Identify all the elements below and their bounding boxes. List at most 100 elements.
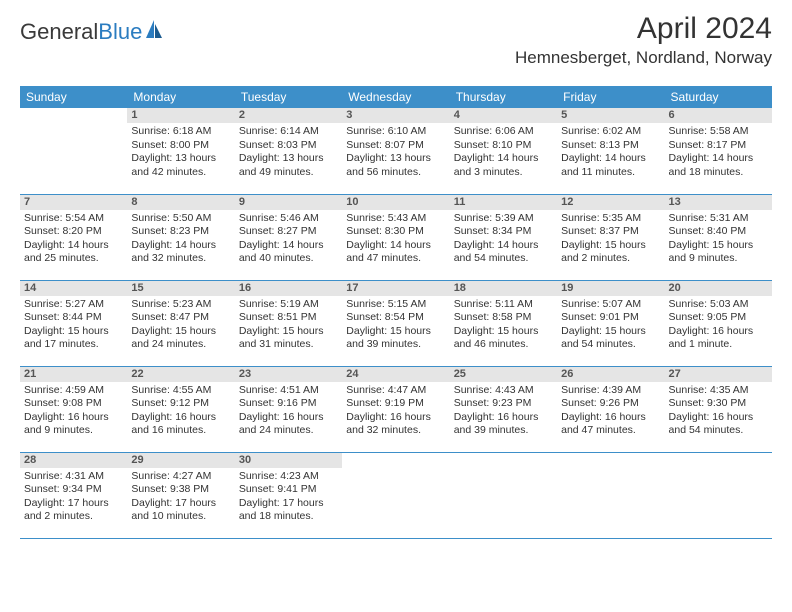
sunset-line: Sunset: 8:17 PM <box>669 139 768 153</box>
calendar-row: 21Sunrise: 4:59 AMSunset: 9:08 PMDayligh… <box>20 366 772 452</box>
sunset-line: Sunset: 9:19 PM <box>346 397 445 411</box>
sunset-line: Sunset: 9:26 PM <box>561 397 660 411</box>
location: Hemnesberget, Nordland, Norway <box>515 48 772 68</box>
day-detail: Sunrise: 4:35 AMSunset: 9:30 PMDaylight:… <box>665 382 772 443</box>
sunset-line: Sunset: 9:12 PM <box>131 397 230 411</box>
daylight-line: Daylight: 15 hours and 39 minutes. <box>346 325 445 352</box>
daylight-line: Daylight: 17 hours and 2 minutes. <box>24 497 123 524</box>
daylight-line: Daylight: 14 hours and 3 minutes. <box>454 152 553 179</box>
daylight-line: Daylight: 13 hours and 42 minutes. <box>131 152 230 179</box>
sunset-line: Sunset: 8:40 PM <box>669 225 768 239</box>
daylight-line: Daylight: 14 hours and 18 minutes. <box>669 152 768 179</box>
calendar-row: 7Sunrise: 5:54 AMSunset: 8:20 PMDaylight… <box>20 194 772 280</box>
calendar-row: 28Sunrise: 4:31 AMSunset: 9:34 PMDayligh… <box>20 452 772 538</box>
day-detail: Sunrise: 4:47 AMSunset: 9:19 PMDaylight:… <box>342 382 449 443</box>
daylight-line: Daylight: 15 hours and 2 minutes. <box>561 239 660 266</box>
day-number: 20 <box>665 281 772 296</box>
day-detail: Sunrise: 4:59 AMSunset: 9:08 PMDaylight:… <box>20 382 127 443</box>
sunset-line: Sunset: 9:05 PM <box>669 311 768 325</box>
day-detail: Sunrise: 4:23 AMSunset: 9:41 PMDaylight:… <box>235 468 342 529</box>
calendar-cell: 29Sunrise: 4:27 AMSunset: 9:38 PMDayligh… <box>127 452 234 538</box>
calendar-cell <box>665 452 772 538</box>
day-detail: Sunrise: 5:11 AMSunset: 8:58 PMDaylight:… <box>450 296 557 357</box>
sunset-line: Sunset: 8:54 PM <box>346 311 445 325</box>
weekday-header: Monday <box>127 86 234 108</box>
calendar-cell: 2Sunrise: 6:14 AMSunset: 8:03 PMDaylight… <box>235 108 342 194</box>
calendar-cell: 21Sunrise: 4:59 AMSunset: 9:08 PMDayligh… <box>20 366 127 452</box>
calendar-row: 14Sunrise: 5:27 AMSunset: 8:44 PMDayligh… <box>20 280 772 366</box>
daylight-line: Daylight: 16 hours and 54 minutes. <box>669 411 768 438</box>
day-number: 10 <box>342 195 449 210</box>
day-number: 6 <box>665 108 772 123</box>
day-number: 23 <box>235 367 342 382</box>
sunrise-line: Sunrise: 4:39 AM <box>561 384 660 398</box>
calendar-cell: 25Sunrise: 4:43 AMSunset: 9:23 PMDayligh… <box>450 366 557 452</box>
day-number: 26 <box>557 367 664 382</box>
sunset-line: Sunset: 8:13 PM <box>561 139 660 153</box>
day-number: 9 <box>235 195 342 210</box>
calendar-cell: 7Sunrise: 5:54 AMSunset: 8:20 PMDaylight… <box>20 194 127 280</box>
calendar-cell <box>450 452 557 538</box>
weekday-header: Sunday <box>20 86 127 108</box>
day-detail: Sunrise: 6:10 AMSunset: 8:07 PMDaylight:… <box>342 123 449 184</box>
logo: GeneralBlue <box>20 12 164 45</box>
day-detail: Sunrise: 6:18 AMSunset: 8:00 PMDaylight:… <box>127 123 234 184</box>
sunrise-line: Sunrise: 4:27 AM <box>131 470 230 484</box>
day-number: 25 <box>450 367 557 382</box>
sunrise-line: Sunrise: 6:18 AM <box>131 125 230 139</box>
day-detail: Sunrise: 5:07 AMSunset: 9:01 PMDaylight:… <box>557 296 664 357</box>
calendar-cell: 27Sunrise: 4:35 AMSunset: 9:30 PMDayligh… <box>665 366 772 452</box>
sunrise-line: Sunrise: 6:06 AM <box>454 125 553 139</box>
sunset-line: Sunset: 8:51 PM <box>239 311 338 325</box>
day-detail: Sunrise: 5:54 AMSunset: 8:20 PMDaylight:… <box>20 210 127 271</box>
day-number: 5 <box>557 108 664 123</box>
calendar-cell: 13Sunrise: 5:31 AMSunset: 8:40 PMDayligh… <box>665 194 772 280</box>
sunrise-line: Sunrise: 5:43 AM <box>346 212 445 226</box>
day-detail: Sunrise: 6:06 AMSunset: 8:10 PMDaylight:… <box>450 123 557 184</box>
sunset-line: Sunset: 9:41 PM <box>239 483 338 497</box>
sunset-line: Sunset: 8:23 PM <box>131 225 230 239</box>
calendar-cell: 4Sunrise: 6:06 AMSunset: 8:10 PMDaylight… <box>450 108 557 194</box>
day-detail: Sunrise: 4:43 AMSunset: 9:23 PMDaylight:… <box>450 382 557 443</box>
weekday-header: Thursday <box>450 86 557 108</box>
day-detail: Sunrise: 4:39 AMSunset: 9:26 PMDaylight:… <box>557 382 664 443</box>
sunset-line: Sunset: 9:16 PM <box>239 397 338 411</box>
day-detail: Sunrise: 5:19 AMSunset: 8:51 PMDaylight:… <box>235 296 342 357</box>
sunset-line: Sunset: 8:27 PM <box>239 225 338 239</box>
day-number: 1 <box>127 108 234 123</box>
sunrise-line: Sunrise: 4:43 AM <box>454 384 553 398</box>
day-detail: Sunrise: 5:15 AMSunset: 8:54 PMDaylight:… <box>342 296 449 357</box>
calendar-cell: 15Sunrise: 5:23 AMSunset: 8:47 PMDayligh… <box>127 280 234 366</box>
day-detail: Sunrise: 4:31 AMSunset: 9:34 PMDaylight:… <box>20 468 127 529</box>
sunrise-line: Sunrise: 5:31 AM <box>669 212 768 226</box>
daylight-line: Daylight: 16 hours and 16 minutes. <box>131 411 230 438</box>
sunrise-line: Sunrise: 5:07 AM <box>561 298 660 312</box>
calendar-cell: 23Sunrise: 4:51 AMSunset: 9:16 PMDayligh… <box>235 366 342 452</box>
sunrise-line: Sunrise: 4:55 AM <box>131 384 230 398</box>
calendar-cell: 6Sunrise: 5:58 AMSunset: 8:17 PMDaylight… <box>665 108 772 194</box>
day-number: 14 <box>20 281 127 296</box>
day-number: 8 <box>127 195 234 210</box>
daylight-line: Daylight: 14 hours and 40 minutes. <box>239 239 338 266</box>
daylight-line: Daylight: 14 hours and 25 minutes. <box>24 239 123 266</box>
daylight-line: Daylight: 15 hours and 46 minutes. <box>454 325 553 352</box>
sunset-line: Sunset: 8:37 PM <box>561 225 660 239</box>
calendar-cell <box>557 452 664 538</box>
day-detail: Sunrise: 5:50 AMSunset: 8:23 PMDaylight:… <box>127 210 234 271</box>
day-detail: Sunrise: 5:35 AMSunset: 8:37 PMDaylight:… <box>557 210 664 271</box>
logo-text-general: General <box>20 19 98 45</box>
day-number: 12 <box>557 195 664 210</box>
calendar-cell: 1Sunrise: 6:18 AMSunset: 8:00 PMDaylight… <box>127 108 234 194</box>
sunrise-line: Sunrise: 6:10 AM <box>346 125 445 139</box>
daylight-line: Daylight: 16 hours and 47 minutes. <box>561 411 660 438</box>
calendar-cell: 18Sunrise: 5:11 AMSunset: 8:58 PMDayligh… <box>450 280 557 366</box>
sunset-line: Sunset: 9:30 PM <box>669 397 768 411</box>
sunrise-line: Sunrise: 5:03 AM <box>669 298 768 312</box>
sunset-line: Sunset: 9:08 PM <box>24 397 123 411</box>
day-number: 19 <box>557 281 664 296</box>
weekday-header: Saturday <box>665 86 772 108</box>
sunrise-line: Sunrise: 4:31 AM <box>24 470 123 484</box>
day-detail: Sunrise: 4:55 AMSunset: 9:12 PMDaylight:… <box>127 382 234 443</box>
day-number: 2 <box>235 108 342 123</box>
sunrise-line: Sunrise: 5:11 AM <box>454 298 553 312</box>
